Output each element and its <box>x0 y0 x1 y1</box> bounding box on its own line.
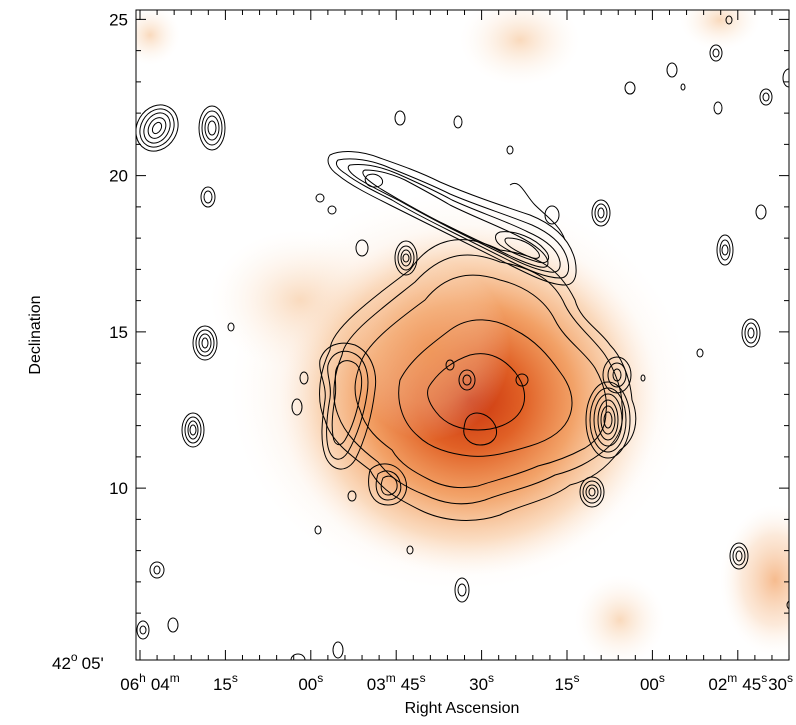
x-tick-label: 15s <box>213 671 238 694</box>
plot-frame <box>135 9 790 661</box>
x-tick-label: 06h 04m <box>120 671 180 694</box>
y-tick-label: 15 <box>109 323 128 342</box>
x-axis-title: Right Ascension <box>405 700 520 717</box>
x-tick-label: 30s <box>768 671 793 694</box>
y-axis-ticks <box>136 18 789 614</box>
x-tick-label: 02m 45s <box>708 671 767 694</box>
x-tick-label: 30s <box>469 671 494 694</box>
y-base-label: 42o 05' <box>52 650 104 673</box>
x-axis-tick-labels: 06h 04m 15s 00s 03m 45s 30s 15s 00s 02m 45s 30s <box>120 671 793 694</box>
y-axis-title: Declination <box>27 295 44 374</box>
radio-contours <box>136 15 789 660</box>
y-tick-label: 20 <box>109 167 128 186</box>
diffuse-emission-map <box>136 10 789 660</box>
y-tick-label: 25 <box>109 10 128 29</box>
x-axis-ticks <box>139 10 790 660</box>
x-tick-label: 03m 45s <box>367 671 426 694</box>
x-tick-label: 00s <box>640 671 665 694</box>
y-axis-tick-labels: 25 20 15 10 <box>109 10 128 498</box>
y-tick-label: 10 <box>109 479 128 498</box>
x-tick-label: 00s <box>298 671 323 694</box>
x-tick-label: 15s <box>555 671 580 694</box>
